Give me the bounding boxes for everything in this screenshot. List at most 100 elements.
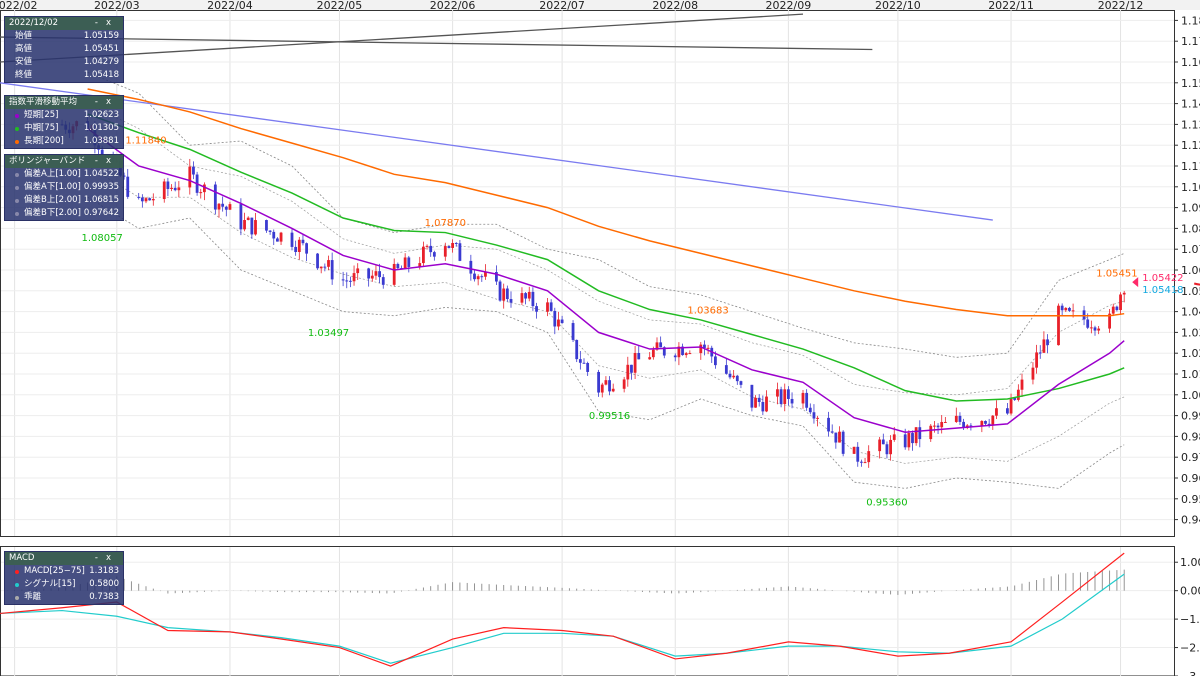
candle-body bbox=[757, 397, 761, 402]
date-strip bbox=[0, 0, 1200, 10]
row-label: 高値 bbox=[15, 43, 32, 56]
price-tick-label: 1.12000 bbox=[1181, 139, 1200, 152]
ema-rows: 短期[25] 1.02623 中期[75] 1.01305 長期[200] 1.03881 bbox=[5, 109, 123, 148]
row-value: 0.7383 bbox=[89, 592, 119, 602]
bb-upper1-line bbox=[87, 103, 1125, 396]
candle-body bbox=[535, 306, 538, 312]
row-label: 偏差A下[1.00] bbox=[15, 181, 81, 194]
candle-body bbox=[403, 257, 407, 269]
price-annotation: 0.99516 bbox=[589, 411, 630, 422]
panel-controls-icon[interactable]: -x bbox=[94, 18, 119, 28]
candle-body bbox=[341, 279, 345, 281]
candle-body bbox=[582, 362, 586, 364]
candle-body bbox=[473, 273, 476, 280]
macd-row: 乖離 0.7383 bbox=[5, 591, 123, 604]
macd-tick-label: 0.0000 bbox=[1180, 585, 1200, 598]
candle-body bbox=[991, 415, 995, 425]
row-label-text: 偏差B上[2.00] bbox=[24, 195, 81, 205]
bb-row: 偏差A下[1.00] 0.99935 bbox=[5, 181, 123, 194]
series-dot-icon bbox=[15, 113, 19, 118]
panel-controls-icon[interactable]: -x bbox=[94, 97, 119, 107]
macd-panel-header[interactable]: MACD -x bbox=[5, 552, 123, 565]
candle-body bbox=[425, 245, 429, 247]
candle-body bbox=[122, 175, 126, 177]
macd-panel[interactable]: MACD -x MACD[25−75] 1.3183 シグナル[15] 0.5800 乖… bbox=[4, 551, 124, 605]
macd-row: MACD[25−75] 1.3183 bbox=[5, 565, 123, 578]
ema-panel[interactable]: 指数平滑移動平均 -x 短期[25] 1.02623 中期[75] 1.01305 長期… bbox=[4, 95, 124, 149]
candle-body bbox=[126, 176, 130, 197]
candle-body bbox=[626, 364, 630, 380]
row-label-text: 長期[200] bbox=[24, 136, 64, 146]
series-dot-icon bbox=[15, 185, 19, 190]
candle-body bbox=[860, 461, 863, 463]
panel-controls-icon[interactable]: -x bbox=[94, 156, 119, 166]
price-tick-label: 0.96000 bbox=[1181, 472, 1200, 485]
candle-body bbox=[754, 397, 757, 408]
date-tick-label: 2022/03 bbox=[94, 0, 140, 12]
trend-arrow-icon bbox=[1193, 282, 1200, 286]
candle-body bbox=[651, 349, 655, 358]
candle-body bbox=[469, 260, 473, 274]
candle-body bbox=[524, 293, 527, 299]
candle-body bbox=[367, 268, 371, 279]
candle-body bbox=[987, 423, 991, 425]
candle-body bbox=[688, 353, 692, 355]
candle-body bbox=[918, 427, 922, 440]
ohlc-panel[interactable]: 2022/12/02 -x 始値 1.05159 高値 1.05451 安値 1.0427… bbox=[4, 16, 124, 83]
bb-panel-header[interactable]: ボリンジャーバンド -x bbox=[5, 155, 123, 168]
candle-body bbox=[816, 417, 819, 419]
row-value: 1.3183 bbox=[89, 566, 119, 576]
macd-tick-label: 1.0000 bbox=[1180, 556, 1200, 569]
price-tick-label: 1.05000 bbox=[1181, 285, 1200, 298]
candle-body bbox=[268, 230, 272, 232]
candle-body bbox=[673, 355, 677, 358]
candle-body bbox=[1046, 339, 1049, 346]
candle-body bbox=[305, 243, 308, 254]
candle-body bbox=[838, 431, 841, 443]
candle-body bbox=[597, 371, 600, 393]
row-label-text: 偏差A上[1.00] bbox=[24, 169, 81, 179]
candle-body bbox=[1122, 292, 1126, 295]
price-tick-label: 0.94000 bbox=[1181, 514, 1200, 527]
candle-body bbox=[699, 344, 703, 354]
row-value: 1.01305 bbox=[83, 123, 119, 133]
candle-body bbox=[1031, 367, 1035, 380]
row-label: 乖離 bbox=[15, 591, 41, 604]
trendline bbox=[0, 13, 804, 63]
row-label: MACD[25−75] bbox=[15, 565, 85, 578]
candle-body bbox=[144, 198, 148, 202]
series-dot-icon bbox=[15, 139, 19, 144]
candle-body bbox=[805, 392, 809, 408]
candle-body bbox=[914, 427, 918, 444]
candle-body bbox=[1016, 389, 1020, 400]
candle-body bbox=[863, 462, 867, 464]
bb-row: 偏差B上[2.00] 1.06815 bbox=[5, 194, 123, 207]
ema-panel-header[interactable]: 指数平滑移動平均 -x bbox=[5, 96, 123, 109]
candle-body bbox=[319, 266, 323, 269]
candle-body bbox=[527, 291, 531, 299]
price-annotation: 1.08057 bbox=[82, 233, 123, 244]
candle-body bbox=[243, 220, 246, 230]
bb-panel[interactable]: ボリンジャーバンド -x 偏差A上[1.00] 1.04522 偏差A下[1.00]… bbox=[4, 154, 124, 221]
candle-body bbox=[484, 272, 487, 277]
ohlc-panel-header[interactable]: 2022/12/02 -x bbox=[5, 17, 123, 30]
price-annotation: 1.03497 bbox=[308, 328, 349, 339]
candle-body bbox=[827, 417, 830, 432]
row-label: 始値 bbox=[15, 30, 32, 43]
panel-controls-icon[interactable]: -x bbox=[94, 553, 119, 563]
candle-body bbox=[451, 242, 454, 248]
candle-body bbox=[272, 231, 276, 239]
macd-rows: MACD[25−75] 1.3183 シグナル[15] 0.5800 乖離 0.7383 bbox=[5, 565, 123, 604]
date-tick-label: 2022/02 bbox=[0, 0, 37, 12]
candle-body bbox=[677, 346, 681, 358]
price-tick-label: 1.02000 bbox=[1181, 347, 1200, 360]
candle-body bbox=[429, 245, 433, 253]
candle-body bbox=[531, 291, 535, 307]
candle-body bbox=[1097, 328, 1101, 331]
candle-body bbox=[611, 388, 615, 392]
candle-body bbox=[378, 271, 381, 278]
candle-body bbox=[1038, 352, 1042, 354]
candle-body bbox=[724, 365, 728, 374]
